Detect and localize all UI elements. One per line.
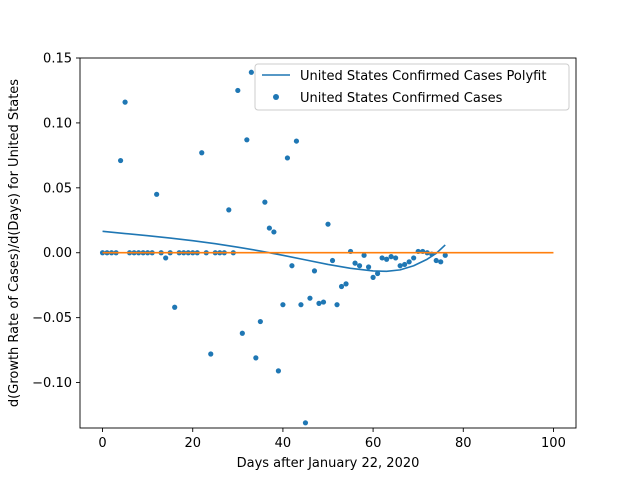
scatter-point — [298, 302, 304, 308]
scatter-point — [307, 295, 313, 301]
y-tick-label: 0.05 — [43, 181, 72, 196]
scatter-point — [370, 274, 376, 280]
y-tick-label: 0.15 — [43, 52, 72, 67]
y-tick-label: 0.10 — [43, 116, 72, 131]
y-tick-label: 0.00 — [43, 246, 72, 261]
scatter-point — [442, 252, 448, 258]
scatter-point — [266, 225, 272, 231]
legend-label-scatter: United States Confirmed Cases — [300, 91, 503, 106]
scatter-point — [239, 330, 245, 336]
scatter-point — [271, 229, 277, 235]
scatter-point — [325, 221, 331, 227]
scatter-point — [433, 257, 439, 264]
x-tick-label: 20 — [184, 436, 201, 451]
scatter-point — [302, 420, 309, 426]
scatter-point — [122, 99, 128, 105]
x-tick-label: 100 — [541, 436, 566, 451]
y-axis-label: d(Growth Rate of Cases)/d(Days) for Unit… — [7, 79, 22, 407]
polyfit-line — [102, 230, 446, 273]
x-tick-label: 0 — [98, 436, 106, 451]
scatter-point — [117, 157, 124, 164]
scatter-point — [329, 257, 336, 264]
scatter-point — [393, 255, 399, 261]
legend: United States Confirmed Cases Polyfit Un… — [254, 63, 570, 111]
scatter-point — [311, 268, 318, 274]
scatter-point — [275, 368, 281, 374]
scatter-point — [226, 207, 232, 213]
scatter-point — [361, 252, 367, 258]
scatter-point — [356, 263, 363, 269]
scatter-point — [163, 255, 169, 261]
plot-layer — [99, 69, 554, 426]
scatter-point — [406, 259, 412, 265]
scatter-point — [280, 302, 286, 308]
scatter-point — [365, 264, 372, 270]
scatter-point — [384, 256, 390, 262]
axes-layer — [79, 57, 577, 429]
scatter-point — [248, 69, 254, 75]
scatter-point — [316, 300, 322, 306]
axes-frame — [79, 57, 577, 429]
scatter-point — [244, 137, 250, 143]
legend-marker-swatch — [273, 94, 279, 100]
x-tick-label: 40 — [275, 436, 292, 451]
scatter-point — [199, 150, 205, 156]
x-axis-label: Days after January 22, 2020 — [237, 456, 420, 471]
scatter-point — [334, 302, 340, 308]
legend-box — [254, 63, 570, 111]
scatter-point — [388, 254, 394, 260]
scatter-point — [352, 260, 358, 266]
y-tick-label: −0.10 — [32, 376, 72, 391]
scatter-point — [338, 283, 345, 290]
scatter-point — [402, 261, 408, 268]
scatter-point — [284, 155, 291, 161]
scatter-point — [320, 299, 327, 305]
scatter-point — [411, 255, 417, 261]
scatter-point — [293, 138, 300, 144]
scatter-point — [343, 281, 349, 287]
scatter-point — [379, 255, 385, 261]
scatter-point — [289, 263, 295, 269]
scatter-point — [438, 259, 444, 265]
scatter-point — [172, 304, 178, 310]
x-tick-label: 80 — [455, 436, 472, 451]
scatter-point — [257, 318, 263, 325]
scatter-point — [154, 191, 160, 197]
scatter-point — [262, 199, 268, 205]
scatter-point — [375, 270, 381, 277]
scatter-point — [397, 263, 403, 269]
x-tick-label: 60 — [365, 436, 382, 451]
scatter-point — [208, 351, 214, 357]
scatter-point — [235, 87, 241, 94]
y-tick-label: −0.05 — [32, 311, 72, 326]
ticks-layer: 0 20 40 60 80 100 −0.10 −0.05 0.00 0.05 0.10 0.15 — [32, 52, 566, 452]
legend-label-polyfit: United States Confirmed Cases Polyfit — [300, 69, 546, 84]
scatter-point — [253, 355, 259, 361]
